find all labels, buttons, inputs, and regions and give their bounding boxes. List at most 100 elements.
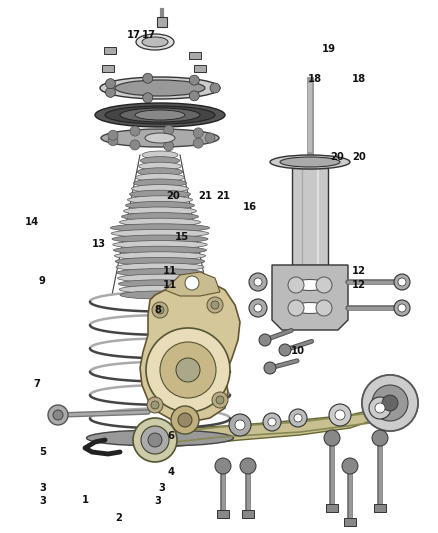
Circle shape xyxy=(189,75,199,85)
Ellipse shape xyxy=(124,207,197,215)
Circle shape xyxy=(160,342,216,398)
Ellipse shape xyxy=(134,179,187,187)
Text: 11: 11 xyxy=(163,266,177,276)
Ellipse shape xyxy=(117,269,203,277)
Circle shape xyxy=(259,334,271,346)
Polygon shape xyxy=(165,272,220,296)
Circle shape xyxy=(133,418,177,462)
Circle shape xyxy=(207,297,223,313)
Circle shape xyxy=(53,410,63,420)
Text: 2: 2 xyxy=(115,513,122,523)
Circle shape xyxy=(398,278,406,286)
Circle shape xyxy=(106,79,116,88)
Circle shape xyxy=(254,278,262,286)
Circle shape xyxy=(210,83,220,93)
Circle shape xyxy=(254,304,262,312)
Text: 3: 3 xyxy=(159,483,166,493)
Circle shape xyxy=(130,126,140,136)
Text: 19: 19 xyxy=(321,44,336,54)
Text: 20: 20 xyxy=(166,191,180,201)
Ellipse shape xyxy=(137,168,183,176)
Circle shape xyxy=(268,418,276,426)
Circle shape xyxy=(178,413,192,427)
Circle shape xyxy=(211,301,219,309)
Ellipse shape xyxy=(86,430,233,446)
Text: 17: 17 xyxy=(127,30,141,39)
Circle shape xyxy=(289,409,307,427)
Bar xyxy=(157,17,167,27)
Text: 13: 13 xyxy=(92,239,106,249)
Ellipse shape xyxy=(142,151,178,159)
Ellipse shape xyxy=(139,162,181,170)
Circle shape xyxy=(143,73,153,83)
Circle shape xyxy=(141,426,169,454)
Ellipse shape xyxy=(118,280,201,288)
Circle shape xyxy=(48,405,68,425)
Circle shape xyxy=(108,130,118,140)
Bar xyxy=(326,504,338,512)
Text: 10: 10 xyxy=(291,346,305,356)
Ellipse shape xyxy=(135,173,184,181)
Ellipse shape xyxy=(112,235,208,243)
Ellipse shape xyxy=(111,229,209,237)
Text: 20: 20 xyxy=(330,152,344,162)
Text: 3: 3 xyxy=(154,496,161,506)
Circle shape xyxy=(152,302,168,318)
Circle shape xyxy=(205,133,215,143)
Circle shape xyxy=(143,93,153,103)
Ellipse shape xyxy=(117,274,202,282)
Text: 17: 17 xyxy=(142,30,156,39)
Circle shape xyxy=(249,273,267,291)
Circle shape xyxy=(335,410,345,420)
Ellipse shape xyxy=(135,110,185,120)
Text: 4: 4 xyxy=(167,467,174,477)
Ellipse shape xyxy=(110,224,210,232)
Ellipse shape xyxy=(141,157,180,165)
Ellipse shape xyxy=(105,106,215,124)
Ellipse shape xyxy=(136,34,174,50)
Ellipse shape xyxy=(113,240,207,248)
Circle shape xyxy=(176,358,200,382)
Circle shape xyxy=(235,420,245,430)
Circle shape xyxy=(171,406,199,434)
Circle shape xyxy=(106,87,116,98)
Circle shape xyxy=(372,385,408,421)
Bar xyxy=(194,64,206,71)
Text: 6: 6 xyxy=(167,431,174,441)
Ellipse shape xyxy=(130,190,191,198)
Circle shape xyxy=(382,395,398,411)
Bar xyxy=(374,504,386,512)
Circle shape xyxy=(212,392,228,408)
Ellipse shape xyxy=(113,246,206,254)
Circle shape xyxy=(229,414,251,436)
Circle shape xyxy=(216,396,224,404)
Circle shape xyxy=(324,430,340,446)
Ellipse shape xyxy=(121,213,198,221)
Text: 11: 11 xyxy=(163,280,177,289)
Text: 15: 15 xyxy=(175,232,189,242)
Circle shape xyxy=(394,300,410,316)
Text: 12: 12 xyxy=(352,280,366,289)
Circle shape xyxy=(164,141,174,151)
Ellipse shape xyxy=(120,218,201,226)
Bar xyxy=(242,510,254,518)
Circle shape xyxy=(151,401,159,409)
Circle shape xyxy=(369,397,391,419)
Ellipse shape xyxy=(292,279,328,290)
Text: 20: 20 xyxy=(352,152,366,162)
Ellipse shape xyxy=(119,285,201,293)
Ellipse shape xyxy=(131,184,188,192)
Circle shape xyxy=(146,328,230,412)
Ellipse shape xyxy=(115,257,205,265)
Text: 18: 18 xyxy=(352,74,366,84)
Ellipse shape xyxy=(270,155,350,169)
Ellipse shape xyxy=(101,129,219,147)
Polygon shape xyxy=(272,265,348,330)
Circle shape xyxy=(189,91,199,101)
Circle shape xyxy=(164,125,174,135)
Ellipse shape xyxy=(127,196,192,204)
Text: 5: 5 xyxy=(39,447,46,457)
Ellipse shape xyxy=(126,201,194,209)
Circle shape xyxy=(130,140,140,150)
Text: 21: 21 xyxy=(216,191,230,201)
